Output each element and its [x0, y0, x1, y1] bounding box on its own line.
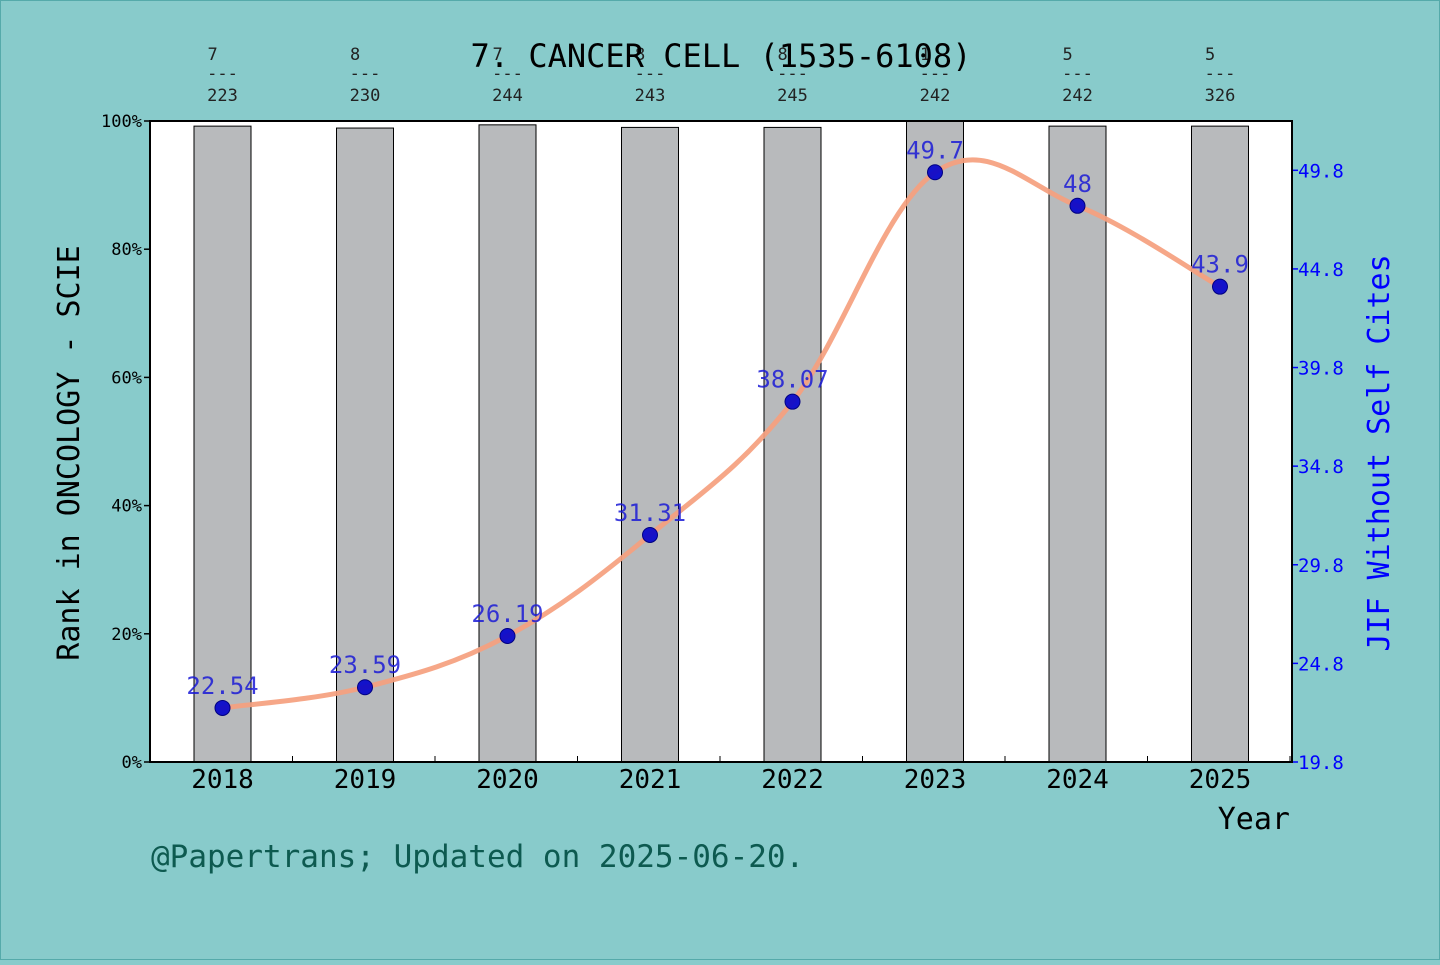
- x-tick-label-2022: 2022: [761, 765, 824, 795]
- jif-point-2024: [1069, 197, 1086, 214]
- jif-value-label-2023: 49.7: [906, 136, 964, 164]
- footer-credit: @Papertrans; Updated on 2025-06-20.: [151, 839, 804, 875]
- jif-point-2022: [784, 393, 801, 410]
- rank-number-2025: 5: [1205, 45, 1215, 65]
- jif-value-label-2022: 38.07: [756, 366, 828, 394]
- rank-number-2018: 7: [208, 45, 218, 65]
- right-tick-label: 24.8: [1298, 653, 1344, 675]
- left-tick-label: 20%: [111, 625, 142, 645]
- jif-value-label-2018: 22.54: [186, 672, 258, 700]
- rank-separator-2024: ---: [1062, 64, 1093, 84]
- bar-2024: [1048, 125, 1107, 763]
- x-tick-label-2023: 2023: [904, 765, 967, 795]
- rank-separator-2023: ---: [920, 64, 951, 84]
- bar-2020: [478, 124, 537, 763]
- rank-separator-2022: ---: [777, 64, 808, 84]
- right-tick-label: 44.8: [1298, 259, 1344, 281]
- left-tick-label: 100%: [101, 112, 142, 132]
- rank-number-2021: 8: [635, 45, 645, 65]
- x-axis-label: Year: [1218, 802, 1290, 837]
- rank-total-2019: 230: [350, 86, 381, 106]
- rank-number-2020: 7: [493, 45, 503, 65]
- rank-total-2023: 242: [920, 86, 951, 106]
- rank-separator-2020: ---: [492, 64, 523, 84]
- jif-value-label-2021: 31.31: [614, 499, 686, 527]
- jif-point-2023: [927, 164, 943, 181]
- rank-number-2024: 5: [1063, 45, 1073, 65]
- rank-separator-2021: ---: [635, 64, 666, 84]
- rank-total-2022: 245: [777, 86, 808, 106]
- rank-separator-2019: ---: [350, 64, 381, 84]
- rank-total-2024: 242: [1062, 86, 1093, 106]
- jif-point-2020: [499, 627, 516, 644]
- jif-line: [220, 157, 1223, 711]
- left-tick-label: 80%: [111, 240, 142, 260]
- rank-total-2025: 326: [1205, 86, 1236, 106]
- plot-border: [149, 120, 1293, 763]
- right-tick-label: 39.8: [1298, 358, 1344, 380]
- jif-value-label-2024: 48: [1063, 170, 1092, 198]
- jif-point-2018: [214, 699, 231, 716]
- x-tick-label-2021: 2021: [619, 765, 682, 795]
- x-tick-label-2024: 2024: [1046, 765, 1109, 795]
- jif-value-label-2019: 23.59: [329, 651, 401, 679]
- x-tick-label-2025: 2025: [1189, 765, 1252, 795]
- bar-2019: [336, 127, 394, 763]
- x-tick-label-2019: 2019: [334, 765, 397, 795]
- jif-value-label-2025: 43.9: [1191, 251, 1249, 279]
- bar-2018: [193, 125, 252, 763]
- right-tick-label: 34.8: [1298, 456, 1344, 478]
- bar-2025: [1191, 125, 1249, 763]
- right-tick-label: 49.8: [1298, 160, 1344, 182]
- jif-point-2025: [1212, 278, 1228, 295]
- x-tick-label-2020: 2020: [476, 765, 539, 795]
- right-tick-label: 19.8: [1298, 752, 1344, 774]
- rank-separator-2025: ---: [1205, 64, 1236, 84]
- bar-2023: [906, 120, 964, 763]
- rank-total-2021: 243: [635, 86, 666, 106]
- plot-area: [150, 121, 1292, 762]
- left-axis-label: Rank in ONCOLOGY - SCIE: [52, 245, 87, 660]
- rank-number-2022: 8: [778, 45, 788, 65]
- jif-value-label-2020: 26.19: [471, 600, 543, 628]
- right-tick-label: 29.8: [1298, 555, 1344, 577]
- rank-number-2023: 1: [920, 45, 930, 65]
- x-tick-label-2018: 2018: [191, 765, 254, 795]
- rank-total-2020: 244: [492, 86, 523, 106]
- rank-separator-2018: ---: [207, 64, 238, 84]
- left-tick-label: 0%: [122, 753, 142, 773]
- right-axis-label: JIF Without Self Cites: [1362, 254, 1397, 651]
- rank-number-2019: 8: [350, 45, 360, 65]
- bar-2022: [763, 126, 822, 763]
- jif-point-2021: [642, 526, 658, 543]
- left-tick-label: 40%: [111, 497, 142, 517]
- chart-title: 7. CANCER CELL (1535-6108): [471, 37, 972, 75]
- left-tick-label: 60%: [111, 368, 142, 388]
- rank-total-2018: 223: [207, 86, 238, 106]
- jif-point-2019: [357, 679, 373, 696]
- bar-2021: [621, 126, 679, 763]
